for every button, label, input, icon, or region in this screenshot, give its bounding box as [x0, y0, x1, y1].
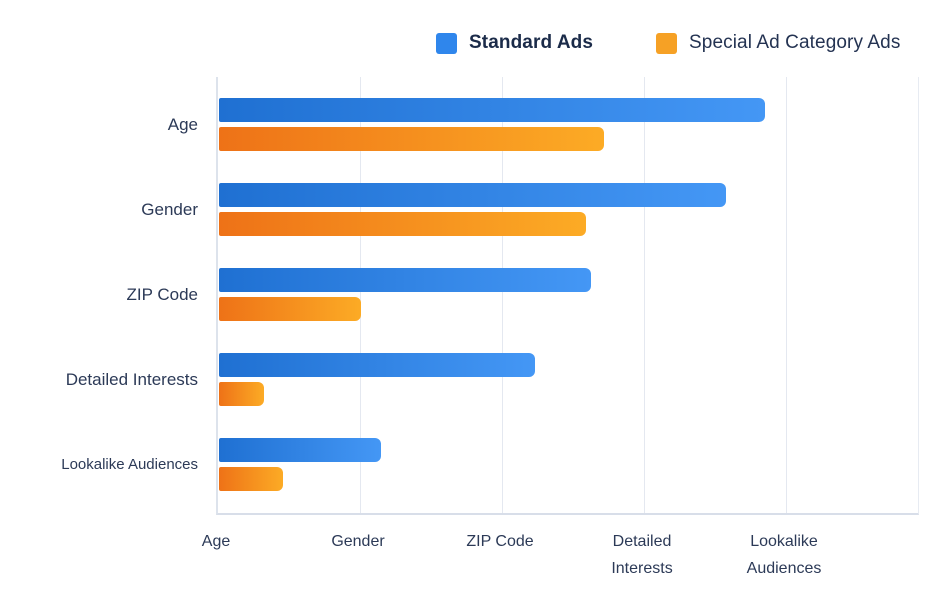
bar-row-lookalike-audiences [219, 438, 918, 491]
legend-item-standard-ads: Standard Ads [436, 32, 593, 54]
standard-ads-bar-age[interactable] [219, 98, 765, 122]
y-axis-label-zip-code: ZIP Code [126, 285, 198, 304]
special-ads-bar-gender[interactable] [219, 212, 586, 236]
legend-item-special-ads: Special Ad Category Ads [656, 32, 900, 54]
bar-row-gender [219, 183, 918, 236]
chart-legend: Standard Ads Special Ad Category Ads [436, 32, 900, 54]
standard-ads-bar-gender[interactable] [219, 183, 726, 207]
standard-ads-bar-lookalike-audiences[interactable] [219, 438, 382, 462]
y-axis-label-detailed-interests: Detailed Interests [65, 370, 198, 389]
x-axis-label-gender: Gender [331, 533, 385, 550]
legend-swatch-orange-icon [656, 32, 678, 54]
special-ads-bar-lookalike-audiences[interactable] [219, 467, 283, 491]
x-axis-label-age: Age [201, 533, 231, 550]
y-axis-label-lookalike-audiences: Lookalike Audiences [61, 456, 198, 473]
bar-row-zip-code [219, 268, 918, 321]
x-axis-label-detailed-interests: Detailed Interests [611, 533, 673, 577]
legend-swatch-blue-icon [436, 32, 457, 54]
special-ads-bar-age[interactable] [219, 127, 605, 151]
legend-label-standard-ads: Standard Ads [469, 32, 594, 53]
plot-area [216, 77, 919, 515]
special-ads-bar-detailed-interests[interactable] [219, 382, 265, 406]
vertical-gridline [360, 77, 361, 513]
special-ads-bar-zip-code[interactable] [219, 297, 361, 321]
bar-row-detailed-interests [219, 353, 918, 406]
x-axis-label-zip-code: ZIP Code [466, 533, 534, 550]
vertical-gridline [502, 77, 503, 513]
vertical-gridline [786, 77, 788, 513]
vertical-gridline [644, 77, 646, 513]
bar-row-age [219, 98, 918, 151]
y-axis-label-age: Age [167, 115, 198, 134]
standard-ads-bar-detailed-interests[interactable] [219, 353, 535, 377]
y-axis-label-gender: Gender [141, 200, 198, 219]
x-axis-label-lookalike-audiences: Lookalike Audiences [746, 533, 822, 577]
standard-ads-bar-zip-code[interactable] [219, 268, 591, 292]
legend-label-special-ads: Special Ad Category Ads [689, 32, 901, 53]
